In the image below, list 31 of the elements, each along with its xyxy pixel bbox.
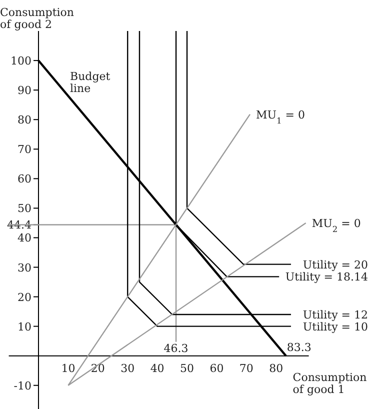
series-label: MU$_{2}$ = 0	[312, 216, 361, 234]
series-label: Utility = 10	[302, 320, 368, 334]
y-tick-label: 10	[18, 320, 32, 334]
y-tick-label: 80	[18, 114, 32, 127]
x-tick-label: 70	[239, 362, 254, 375]
y-tick-label: 100	[10, 54, 32, 68]
x-tick-label: 20	[90, 362, 105, 375]
y-tick-label: 70	[18, 143, 32, 156]
x-tick-label: 80	[269, 362, 284, 375]
ref-line-label: 46.3	[164, 342, 188, 355]
y-axis-title: Consumption of good 2	[0, 6, 74, 31]
x-tick-label: 60	[210, 362, 224, 375]
annotation: 83.3	[286, 340, 312, 354]
x-tick-label: 40	[150, 362, 164, 375]
y-tick-label: 90	[18, 84, 32, 98]
y-tick-label: 20	[18, 290, 32, 304]
y-tick-label: 60	[18, 172, 32, 186]
series-label: Utility = 18.14	[285, 270, 368, 284]
y-tick-label: -10	[14, 379, 32, 392]
series-label: Utility = 20	[302, 258, 368, 272]
y-tick-label: 44.4	[7, 218, 32, 232]
series-label: Utility = 12	[302, 308, 368, 322]
y-tick-label: 50	[18, 202, 32, 216]
y-tick-label: 40	[18, 232, 32, 245]
series-label: MU$_{1}$ = 0	[256, 108, 306, 126]
x-tick-label: 50	[180, 362, 194, 375]
x-tick-label: 30	[120, 362, 135, 375]
x-axis-title: Consumption of good 1	[292, 370, 367, 396]
x-tick-label: 10	[61, 362, 76, 375]
y-tick-label: 30	[18, 261, 32, 274]
annotation: Budget line	[70, 70, 111, 95]
